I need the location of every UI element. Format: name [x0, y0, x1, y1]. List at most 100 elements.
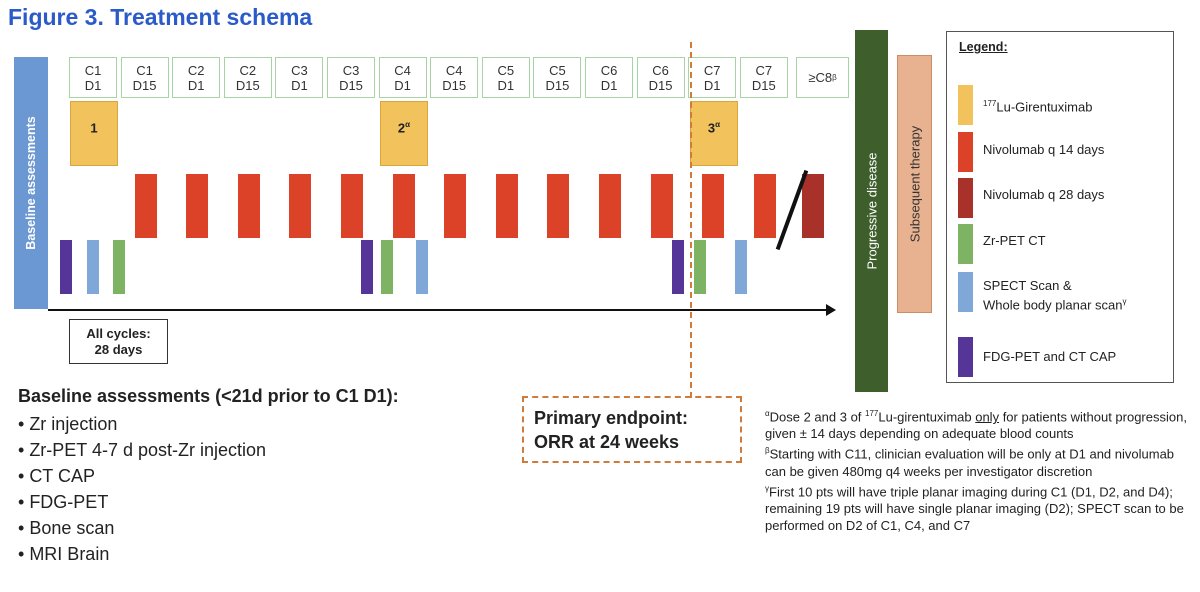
cycle-label: C6 [600, 62, 618, 78]
legend-text: Lu-Girentuximab [996, 99, 1093, 115]
cycle-box-c6-d1: C6 D1 [585, 57, 633, 98]
legend: Legend: 177Lu-Girentuximab Nivolumab q 1… [946, 31, 1174, 383]
nivolumab-q14-bar [753, 174, 776, 238]
cycle-box-c6-d15: C6 D15 [636, 57, 685, 98]
cycle-box-c1-d15: C1 D15 [120, 57, 169, 98]
cycles-note-line1: All cycles: [86, 325, 151, 341]
nivolumab-q14-bar [444, 174, 467, 238]
list-item: Zr injection [18, 411, 399, 437]
cycle-box-c8: ≥C8 β [796, 57, 849, 98]
cycle-box-c2-d1: C2 D1 [172, 57, 221, 98]
subsequent-therapy-bar: Subsequent therapy [897, 55, 932, 313]
footnote-gamma: γFirst 10 pts will have triple planar im… [765, 483, 1184, 533]
subsequent-therapy-label: Subsequent therapy [907, 125, 922, 243]
nivolumab-q14-bar [341, 174, 363, 238]
day-label: D15 [648, 77, 673, 93]
legend-sup: 177 [983, 99, 997, 108]
baseline-assessments-heading: Baseline assessments (<21d prior to C1 D… [18, 386, 399, 406]
list-item: CT CAP [18, 463, 399, 489]
cycle-label: C1 [84, 62, 102, 78]
cycle-label: C5 [497, 62, 515, 78]
day-label: D15 [132, 77, 157, 93]
cycle-box-c7-d1: C7 D1 [688, 57, 737, 98]
nivolumab-q14-bar [599, 174, 621, 238]
day-label: D15 [235, 77, 260, 93]
primary-endpoint-line [690, 42, 692, 398]
cycle-box-c3-d1: C3 D1 [275, 57, 324, 98]
baseline-bar-label: Baseline assessments [24, 116, 38, 250]
cycle-label: C5 [549, 62, 566, 78]
footnote-alpha: αDose 2 and 3 of 177Lu-girentuximab only… [765, 409, 1187, 442]
cycle-box-c5-d15: C5 D15 [533, 57, 582, 98]
nivolumab-q14-bar [495, 174, 518, 238]
fdg-pet-bar [361, 240, 373, 294]
lu-dose-sup: α [715, 120, 721, 129]
cycle-label: C3 [291, 62, 308, 78]
spect-scan-bar [735, 240, 747, 294]
spect-scan-bar [416, 240, 428, 294]
legend-swatch-fdg [958, 337, 973, 377]
day-label: D1 [187, 77, 205, 93]
cycle-label: C7 [755, 62, 773, 78]
legend-label-nivo28: Nivolumab q 28 days [983, 187, 1105, 202]
cycle-box-c2-d15: C2 D15 [223, 57, 272, 98]
list-item: Bone scan [18, 515, 399, 541]
lu-dose-2: 2α [380, 101, 428, 166]
cycle-label: C7 [703, 62, 721, 78]
nivolumab-q14-bar [392, 174, 415, 238]
legend-label-nivo14: Nivolumab q 14 days [983, 142, 1105, 157]
day-label: D1 [84, 77, 102, 93]
zr-pet-bar [694, 240, 706, 294]
legend-label-lu: 177Lu-Girentuximab [983, 96, 1092, 115]
cycle-label: C2 [187, 62, 205, 78]
nivolumab-q14-bar [289, 174, 312, 238]
cycle-box-c1-d1: C1 D1 [69, 57, 117, 98]
primary-endpoint-box: Primary endpoint: ORR at 24 weeks [522, 396, 742, 463]
legend-sup: γ [1122, 297, 1127, 306]
cycle-box-c5-d1: C5 D1 [481, 57, 530, 98]
legend-swatch-lu [958, 85, 973, 125]
nivolumab-q14-bar [547, 174, 570, 238]
lu-dose-1: 1 [70, 101, 118, 166]
fdg-pet-bar [672, 240, 684, 294]
lu-dose-label: 2 [397, 120, 406, 136]
day-label: D15 [751, 77, 776, 93]
cycle-label: C6 [652, 62, 669, 78]
cycle-box-c4-d15: C4 D15 [430, 57, 479, 98]
baseline-assessments-bar: Baseline assessments [14, 57, 48, 309]
lu-dose-label: 1 [90, 120, 98, 136]
cycle-box-c3-d15: C3 D15 [327, 57, 375, 98]
cycle-label: C2 [239, 62, 257, 78]
list-item: FDG-PET [18, 489, 399, 515]
progressive-disease-label: Progressive disease [864, 152, 879, 270]
progressive-disease-bar: Progressive disease [855, 30, 888, 392]
day-label: D1 [394, 77, 411, 93]
nivolumab-q14-bar [702, 174, 725, 238]
timeline-axis [48, 309, 828, 311]
baseline-assessments-list: Baseline assessments (<21d prior to C1 D… [18, 386, 399, 567]
primary-endpoint-line1: Primary endpoint: [534, 407, 689, 428]
primary-endpoint-line2: ORR at 24 weeks [534, 431, 680, 452]
nivolumab-q14-bar [237, 174, 260, 238]
lu-dose-3: 3α [690, 101, 738, 166]
nivolumab-q28-bar [802, 174, 824, 238]
legend-label-fdg: FDG-PET and CT CAP [983, 349, 1117, 364]
zr-pet-bar [113, 240, 125, 294]
legend-text: SPECT Scan & [983, 278, 1072, 293]
cycle-label: ≥C8 [808, 70, 833, 85]
nivolumab-q14-bar [650, 174, 673, 238]
day-label: D1 [291, 77, 308, 93]
fdg-pet-bar [60, 240, 72, 294]
day-label: D1 [497, 77, 515, 93]
legend-swatch-spect [958, 272, 973, 312]
legend-title: Legend: [959, 40, 1008, 54]
cycle-label: C3 [342, 62, 360, 78]
cycles-note-line2: 28 days [94, 341, 143, 357]
legend-text-2: Whole body planar scanγ [983, 297, 1127, 313]
day-label: D1 [703, 77, 721, 93]
legend-label-spect: SPECT Scan & Whole body planar scanγ [983, 278, 1126, 313]
list-item: Zr-PET 4-7 d post-Zr injection [18, 437, 399, 463]
nivolumab-q14-bar [134, 174, 157, 238]
cycle-box-c7-d15: C7 D15 [739, 57, 788, 98]
legend-swatch-zr [958, 224, 973, 264]
